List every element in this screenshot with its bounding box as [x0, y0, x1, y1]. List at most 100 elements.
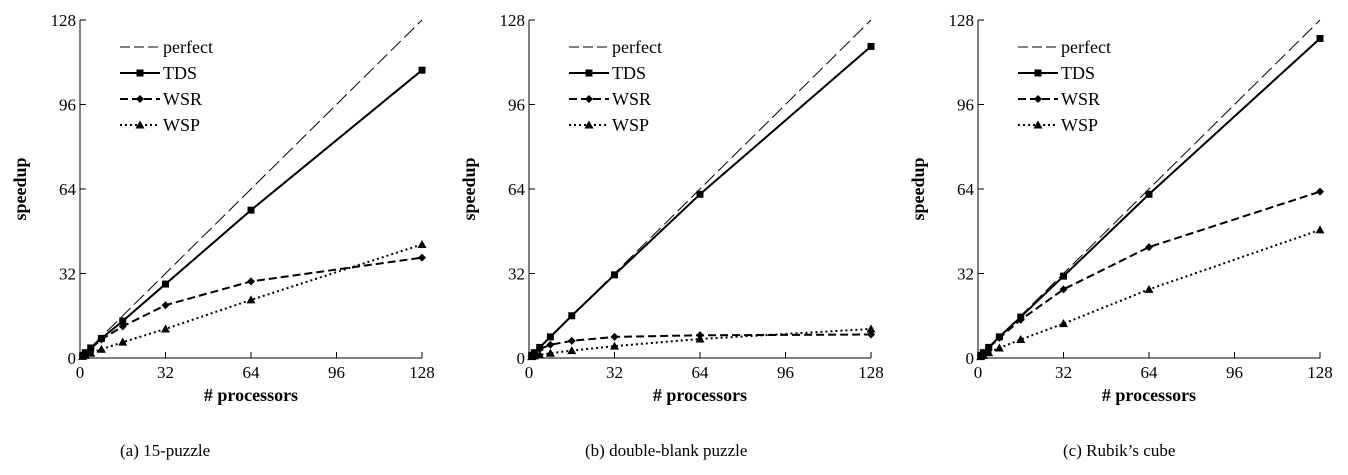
data-point — [1059, 319, 1068, 328]
data-point — [984, 348, 994, 357]
series-line — [979, 190, 1321, 357]
chart-panel-b: 0 32 64 96 128 0 32 64 96 128 # processors speedup p… — [449, 0, 898, 475]
legend: perfect TDS WSR WSP — [120, 37, 213, 135]
legend-marker — [135, 120, 145, 129]
data-point — [161, 324, 170, 333]
series-perfect — [79, 19, 423, 359]
series-TDS — [528, 42, 875, 359]
chart-caption: (a) 15-puzzle — [120, 441, 211, 460]
data-point — [610, 332, 619, 341]
chart-caption: (c) Rubik’s cube — [1063, 441, 1176, 460]
legend-label: WSP — [1061, 115, 1098, 135]
data-point — [97, 335, 106, 344]
data-point — [535, 350, 545, 359]
y-tick-label: 96 — [508, 96, 525, 115]
legend-label: WSR — [163, 89, 202, 109]
x-tick-label: 96 — [1226, 363, 1243, 382]
series-TDS — [977, 34, 1324, 359]
data-point — [1016, 335, 1026, 344]
data-point — [418, 253, 426, 262]
legend-label: perfect — [1061, 37, 1111, 57]
data-point — [695, 334, 705, 343]
x-tick-label: 64 — [692, 363, 710, 382]
legend-marker — [1034, 95, 1042, 103]
x-tick-label: 64 — [1141, 363, 1159, 382]
x-tick-label: 96 — [328, 363, 345, 382]
data-point — [984, 343, 993, 352]
y-tick-label: 128 — [51, 11, 77, 30]
x-tick-label: 128 — [409, 363, 435, 382]
data-point — [1145, 243, 1153, 252]
legend-marker — [136, 69, 144, 77]
data-point — [1316, 34, 1324, 42]
y-tick-label: 32 — [508, 265, 525, 284]
data-point — [418, 66, 426, 74]
data-point — [1315, 225, 1325, 234]
data-point — [611, 271, 618, 279]
legend-label: TDS — [612, 63, 646, 83]
y-axis-label: speedup — [10, 157, 30, 220]
data-point — [696, 190, 704, 198]
data-point — [118, 322, 127, 331]
y-axis-label: speedup — [908, 157, 928, 220]
data-point — [80, 350, 90, 359]
series-line — [977, 19, 1321, 359]
x-tick-label: 0 — [525, 363, 534, 382]
y-tick-label: 0 — [966, 349, 975, 368]
legend-label: WSR — [1061, 89, 1100, 109]
series-WSP — [976, 225, 1325, 361]
chart-caption: (b) double-blank puzzle — [585, 441, 748, 460]
data-point — [567, 346, 577, 355]
y-tick-label: 0 — [68, 349, 77, 368]
x-tick-label: 0 — [974, 363, 983, 382]
x-axis-label: # processors — [204, 385, 298, 405]
series-WSR — [78, 253, 426, 360]
y-tick-label: 64 — [59, 180, 77, 199]
y-axis-label: speedup — [459, 157, 479, 220]
y-tick-label: 128 — [949, 11, 975, 30]
x-tick-label: 128 — [858, 363, 884, 382]
data-point — [545, 348, 555, 357]
data-point — [568, 312, 576, 320]
y-tick-label: 64 — [508, 180, 526, 199]
legend-marker — [1033, 120, 1043, 129]
series-TDS — [79, 66, 426, 359]
x-tick-label: 32 — [606, 363, 623, 382]
series-line — [531, 327, 872, 358]
data-point — [1059, 285, 1068, 294]
series-WSP — [527, 324, 876, 361]
data-point — [978, 350, 988, 359]
data-point — [866, 324, 876, 333]
x-tick-label: 32 — [1055, 363, 1072, 382]
legend-label: WSP — [163, 115, 200, 135]
x-axis-label: # processors — [1102, 385, 1196, 405]
series-WSP — [78, 239, 427, 360]
x-tick-label: 64 — [243, 363, 261, 382]
data-point — [1016, 315, 1025, 324]
data-point — [161, 301, 170, 310]
series-line — [79, 19, 423, 359]
data-point — [118, 337, 128, 346]
legend-marker — [585, 95, 593, 103]
data-point — [417, 239, 427, 248]
legend-marker — [585, 69, 593, 77]
data-point — [546, 340, 555, 349]
chart-b: 0 32 64 96 128 0 32 64 96 128 # processors speedup p… — [459, 11, 884, 405]
legend-label: perfect — [163, 37, 213, 57]
data-point — [610, 341, 619, 350]
legend: perfect TDS WSR WSP — [569, 37, 662, 135]
data-point — [247, 206, 255, 214]
data-point — [1145, 190, 1153, 198]
data-point — [162, 280, 169, 288]
legend-label: WSR — [612, 89, 651, 109]
chart-panel-c: 0 32 64 96 128 0 32 64 96 128 # processors speedup p… — [898, 0, 1347, 475]
series-line — [82, 243, 423, 358]
chart-panel-a: 0 32 64 96 128 0 32 64 96 128 # processors speedup p… — [0, 0, 449, 475]
y-tick-label: 0 — [517, 349, 526, 368]
y-tick-label: 32 — [957, 265, 974, 284]
series-line — [82, 256, 423, 357]
chart-a: 0 32 64 96 128 0 32 64 96 128 # processors speedup p… — [10, 11, 435, 405]
x-tick-label: 96 — [777, 363, 794, 382]
data-point — [247, 277, 255, 286]
y-tick-label: 32 — [59, 265, 76, 284]
